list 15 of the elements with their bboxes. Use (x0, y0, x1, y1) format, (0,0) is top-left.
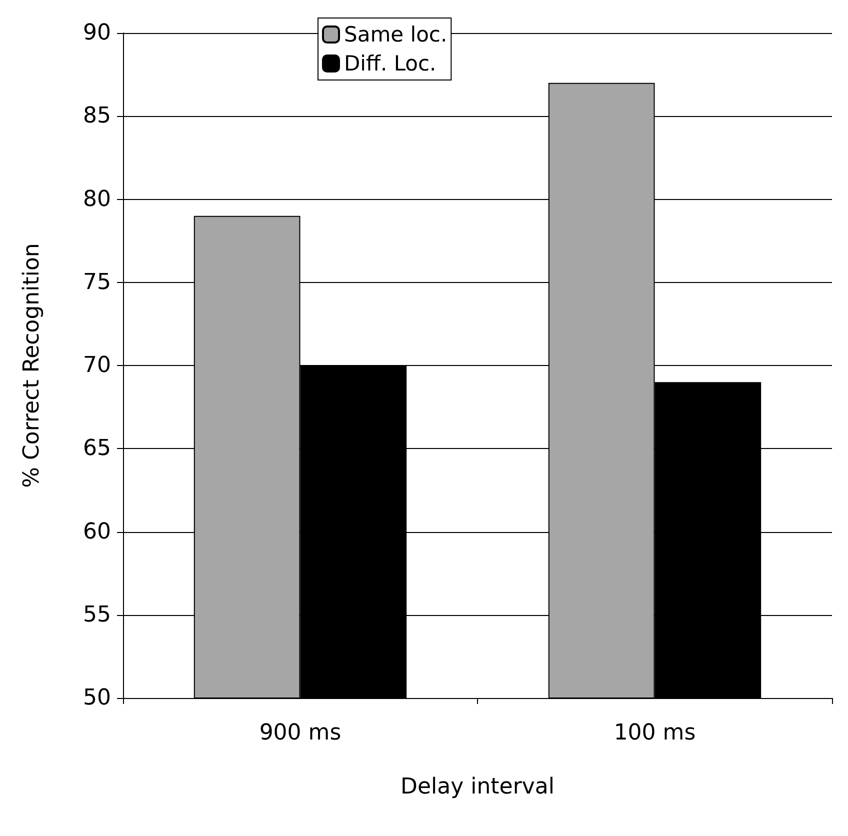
y-axis-title: % Correct Recognition (20, 243, 44, 488)
legend-label: Diff. Loc. (344, 52, 436, 76)
x-axis-title: Delay interval (400, 774, 554, 800)
y-tick-label: 65 (83, 436, 111, 462)
y-tick-label: 90 (83, 20, 111, 46)
y-tick-label: 75 (83, 270, 111, 295)
x-tick-label: 100 ms (614, 720, 696, 746)
x-tick-label: 900 ms (259, 720, 342, 746)
y-tick-label: 50 (83, 686, 111, 710)
y-tick-label: 60 (83, 519, 111, 544)
legend-label: Same loc. (344, 22, 448, 46)
y-tick-label: 80 (83, 186, 111, 212)
y-tick-label: 55 (83, 602, 111, 628)
y-tick-label: 70 (83, 353, 111, 378)
y-tick-label: 85 (83, 104, 111, 129)
